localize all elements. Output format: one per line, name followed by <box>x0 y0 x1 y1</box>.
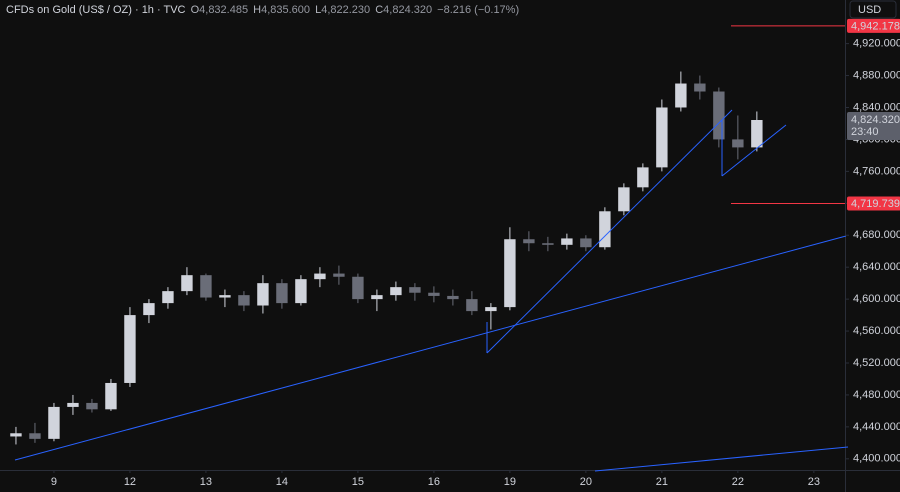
candle-body <box>181 275 193 292</box>
price-label-box <box>847 18 900 33</box>
header: CFDs on Gold (US$ / OZ) · 1h · TVC O4,83… <box>6 4 519 16</box>
close: 4,824.320 <box>383 4 432 16</box>
x-tick-label: 22 <box>732 476 744 488</box>
price-label: 4,942.178 <box>851 20 900 32</box>
change: −8.216 (−0.17%) <box>437 4 519 16</box>
candle-body <box>409 287 421 293</box>
candle-body <box>238 295 250 306</box>
candle-body <box>675 83 687 108</box>
x-tick-label: 15 <box>352 476 364 488</box>
candle-body <box>371 295 383 300</box>
x-tick-label: 23 <box>808 476 820 488</box>
trendline <box>14 235 847 461</box>
candle-body <box>162 291 174 304</box>
candle-body <box>219 295 231 298</box>
candle-body <box>542 243 554 245</box>
x-tick-label: 9 <box>51 476 57 488</box>
candle-body <box>580 238 592 248</box>
candle-body <box>48 406 60 439</box>
candle-body <box>637 167 649 188</box>
candle-body <box>86 402 98 410</box>
last-price-label: 4,824.320 <box>851 114 900 126</box>
candle-body <box>618 187 630 212</box>
candle-body <box>466 299 478 312</box>
y-tick-label: 4,400.000 <box>853 453 900 465</box>
trendline <box>486 109 733 354</box>
candle-body <box>751 119 763 148</box>
y-tick-label: 4,440.000 <box>853 421 900 433</box>
y-tick-label: 4,520.000 <box>853 357 900 369</box>
candle-body <box>143 303 155 316</box>
candle-body <box>105 382 117 410</box>
candle-body <box>390 287 402 296</box>
x-tick-label: 19 <box>504 476 516 488</box>
y-tick-label: 4,600.000 <box>853 293 900 305</box>
y-tick-label: 4,840.000 <box>853 101 900 113</box>
x-tick-label: 12 <box>124 476 136 488</box>
h-label: H <box>253 4 261 16</box>
candle-body <box>485 307 497 312</box>
candle-body <box>428 292 440 296</box>
candle-body <box>200 275 212 298</box>
trendline <box>721 124 787 177</box>
c-label: C <box>375 4 383 16</box>
candle-body <box>656 107 668 168</box>
y-tick-label: 4,880.000 <box>853 69 900 81</box>
currency[interactable]: USD <box>858 4 881 16</box>
y-tick-label: 4,560.000 <box>853 325 900 337</box>
high: 4,835.600 <box>261 4 310 16</box>
candle-body <box>523 239 535 244</box>
candle-body <box>333 273 345 277</box>
candle-body <box>295 279 307 304</box>
candle-body <box>10 433 22 437</box>
y-tick-label: 4,640.000 <box>853 261 900 273</box>
trendline <box>594 446 849 472</box>
candle-body <box>599 211 611 248</box>
symbol: CFDs on Gold (US$ / OZ) · 1h · TVC <box>6 4 186 16</box>
candle-body <box>29 433 41 439</box>
y-tick-label: 4,920.000 <box>853 38 900 50</box>
candle-body <box>447 295 459 300</box>
candle-body <box>276 283 288 304</box>
x-tick-label: 13 <box>200 476 212 488</box>
o-label: O <box>191 4 200 16</box>
x-tick-label: 14 <box>276 476 288 488</box>
countdown: 23:40 <box>851 126 879 138</box>
y-tick-label: 4,760.000 <box>853 165 900 177</box>
x-tick-label: 16 <box>428 476 440 488</box>
open: 4,832.485 <box>199 4 248 16</box>
candle-body <box>124 315 136 383</box>
x-tick-label: 20 <box>580 476 592 488</box>
candle-body <box>504 239 516 308</box>
last-price-box <box>847 111 900 140</box>
trendlines <box>14 109 849 472</box>
currency-button[interactable] <box>849 0 897 19</box>
candle-body <box>257 283 269 306</box>
candle-body <box>694 83 706 92</box>
l-label: L <box>315 4 321 16</box>
candle-body <box>561 238 573 245</box>
low: 4,822.230 <box>321 4 370 16</box>
candle-body <box>732 139 744 148</box>
price-label: 4,719.739 <box>851 198 900 210</box>
y-tick-label: 4,680.000 <box>853 229 900 241</box>
candle-body <box>314 273 326 280</box>
candle-body <box>67 402 79 407</box>
price-label-box <box>847 196 900 211</box>
candle-body <box>713 91 725 140</box>
x-tick-label: 21 <box>656 476 668 488</box>
y-tick-label: 4,480.000 <box>853 389 900 401</box>
candle-body <box>352 276 364 300</box>
